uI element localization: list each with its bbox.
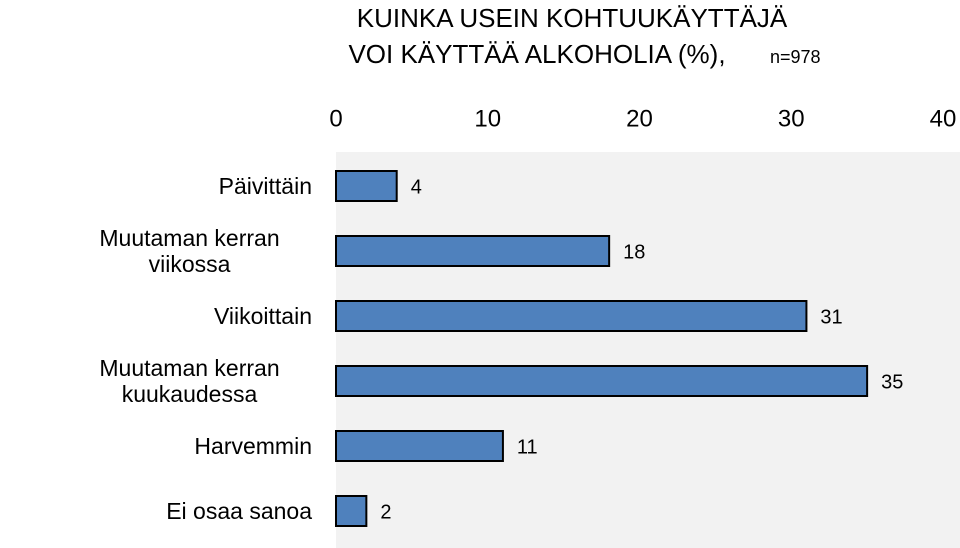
- chart-title-line: KUINKA USEIN KOHTUUKÄYTTÄJÄ: [357, 3, 788, 33]
- y-label-box: Ei osaa sanoa: [0, 481, 312, 541]
- x-tick-label: 40: [930, 105, 957, 132]
- y-label-box: Päivittäin: [0, 156, 312, 216]
- bar: [335, 235, 611, 267]
- value-label: 4: [411, 176, 422, 198]
- y-label-box: Viikoittain: [0, 286, 312, 346]
- y-tick-label: Muutaman kerran kuukaudessa: [99, 355, 280, 407]
- bar: [335, 365, 869, 397]
- bar: [335, 495, 368, 527]
- y-tick-label: Päivittäin: [218, 173, 312, 199]
- value-label: 2: [380, 501, 391, 523]
- x-tick-label: 0: [329, 105, 342, 132]
- y-tick-label: Muutaman kerran viikossa: [99, 225, 280, 277]
- value-label: 35: [881, 371, 903, 393]
- bar: [335, 300, 808, 332]
- y-label-box: Muutaman kerran viikossa: [0, 221, 312, 281]
- bar: [335, 170, 398, 202]
- plot-background: [336, 152, 960, 548]
- value-label: 31: [820, 306, 842, 328]
- bar: [335, 430, 504, 462]
- value-label: 18: [623, 241, 645, 263]
- value-label: 11: [517, 436, 538, 458]
- y-tick-label: Viikoittain: [213, 303, 312, 329]
- y-label-box: Muutaman kerran kuukaudessa: [0, 351, 312, 411]
- x-tick-label: 30: [778, 105, 805, 132]
- x-tick-label: 20: [626, 105, 653, 132]
- y-label-box: Harvemmin: [0, 416, 312, 476]
- x-tick-label: 10: [474, 105, 501, 132]
- y-tick-label: Harvemmin: [194, 433, 312, 459]
- y-tick-label: Ei osaa sanoa: [166, 498, 312, 524]
- chart-subtitle: n=978: [770, 47, 821, 67]
- chart-title-line: VOI KÄYTTÄÄ ALKOHOLIA (%),: [348, 39, 725, 69]
